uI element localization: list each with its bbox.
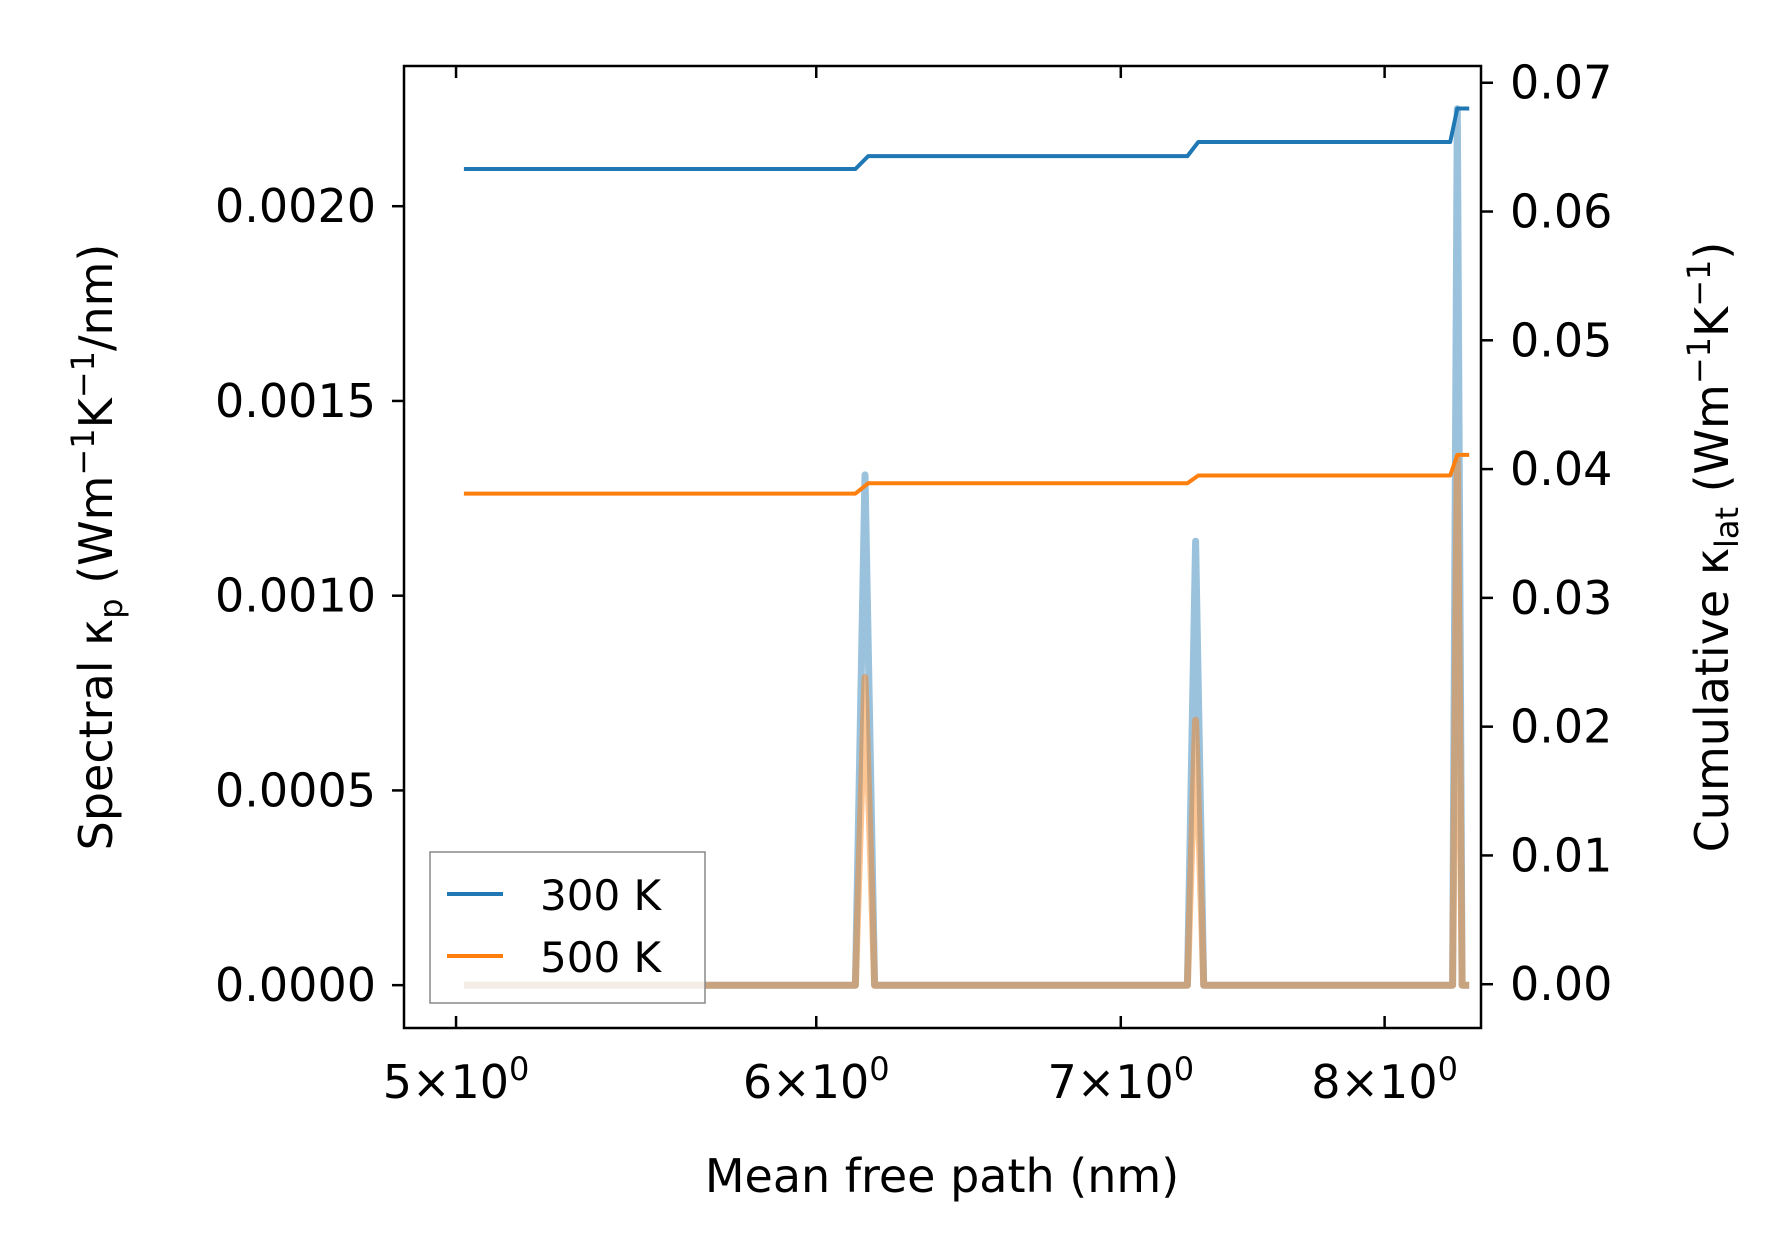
y-right-tick-label: 0.01: [1510, 828, 1612, 882]
y-axis-right-title: Cumulative κlat (Wm−1K−1): [1680, 242, 1746, 853]
y-left-tick-label: 0.0015: [215, 374, 376, 428]
series-line-cumulative-500k: [463, 452, 1470, 496]
y-left-title-main: Spectral κ: [69, 619, 123, 851]
legend: 300 K 500 K: [429, 851, 706, 1004]
y-right-title-main: Cumulative κ: [1685, 548, 1739, 852]
x-tick-label: 7×100: [1047, 1050, 1194, 1109]
y-right-title-sup1: −1: [1680, 337, 1718, 384]
y-right-tick-label: 0.02: [1510, 700, 1612, 754]
y-right-tick-label: 0.03: [1510, 571, 1612, 625]
x-tick-label: 5×100: [383, 1050, 530, 1109]
plot-marks: [463, 105, 1470, 989]
x-tick-label: 6×100: [743, 1050, 890, 1109]
x-tick-exponent: 0: [869, 1050, 889, 1088]
y-left-title-sub: p: [92, 598, 130, 618]
y-left-tick-label: 0.0005: [215, 763, 376, 817]
y-right-tick-label: 0.04: [1510, 442, 1612, 496]
x-axis-title: Mean free path (nm): [705, 1149, 1179, 1203]
legend-box: [429, 851, 706, 1004]
x-tick-mantissa: 5×10: [383, 1055, 509, 1109]
y-right-title-unit-c: ): [1685, 242, 1739, 260]
legend-label-500k: 500 K: [540, 933, 663, 982]
x-tick-mantissa: 7×10: [1047, 1055, 1173, 1109]
y-left-title-unit-c: /nm): [69, 244, 123, 351]
series-line-spectral-300k: [463, 105, 1470, 989]
legend-label-300k: 300 K: [540, 871, 663, 920]
plot-frame: [402, 64, 1483, 1030]
x-tick-mantissa: 6×10: [743, 1055, 869, 1109]
y-right-tick-label: 0.07: [1510, 56, 1612, 110]
y-right-title-sub: lat: [1708, 507, 1746, 548]
x-tick-exponent: 0: [509, 1050, 529, 1088]
series-line-spectral-500k: [463, 455, 1470, 989]
y-left-tick-label: 0.0000: [215, 958, 376, 1012]
x-tick-exponent: 0: [1438, 1050, 1458, 1088]
y-left-title-sup1: −1: [64, 428, 102, 475]
y-left-title-sup2: −1: [64, 351, 102, 398]
y-right-title-unit-a: (Wm: [1685, 384, 1739, 507]
y-left-tick-label: 0.0020: [215, 179, 376, 233]
y-right-tick-label: 0.00: [1510, 957, 1612, 1011]
y-right-tick-label: 0.05: [1510, 313, 1612, 367]
series-line-cumulative-300k: [463, 106, 1470, 171]
x-tick-label: 8×100: [1311, 1050, 1458, 1109]
y-left-tick-label: 0.0010: [215, 569, 376, 623]
y-axis-left-title: Spectral κp (Wm−1K−1/nm): [64, 244, 130, 851]
y-right-tick-label: 0.06: [1510, 185, 1612, 239]
x-tick-exponent: 0: [1174, 1050, 1194, 1088]
y-right-title-sup2: −1: [1680, 260, 1718, 307]
x-tick-mantissa: 8×10: [1311, 1055, 1437, 1109]
tick-group: 5×100 6×100 7×100 8×1000.00000.00050.00100.…: [215, 56, 1612, 1109]
y-left-title-unit-b: K: [69, 396, 123, 428]
y-right-title-unit-b: K: [1685, 305, 1739, 337]
y-left-title-unit-a: (Wm: [69, 476, 123, 599]
